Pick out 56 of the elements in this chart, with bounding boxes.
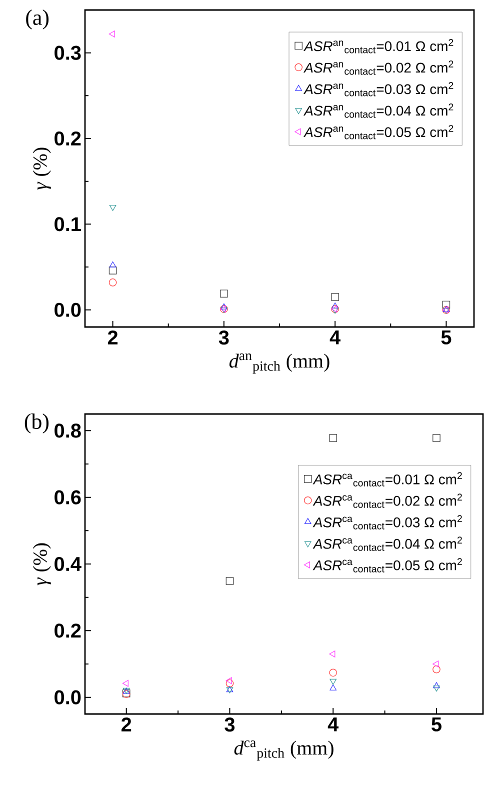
point [331, 293, 339, 301]
legend-label: ASR$^{ca}$$_{contact}$=0.04 Ω cm$^{2}$ [312, 536, 462, 551]
point [226, 677, 232, 684]
point [226, 679, 234, 688]
point [329, 650, 336, 658]
point [432, 434, 440, 442]
legend-label: ASR$^{ca}$$_{contact}$=0.03 Ω cm$^{2}$ [312, 515, 462, 530]
legend-label: ASR$^{ca}$$_{contact}$=0.01 Ω cm$^{2}$ [312, 472, 462, 486]
y-tick-label: 0.0 [54, 690, 81, 704]
x-tick-label: 4 [330, 330, 340, 344]
point [122, 680, 128, 687]
point [108, 278, 117, 286]
x-tick-label: 5 [432, 718, 442, 732]
point [330, 684, 337, 690]
y-tick-label: 0.2 [54, 131, 81, 146]
y-tick-label: 0.8 [54, 424, 81, 438]
legend-label: ASR$^{ca}$$_{contact}$=0.02 Ω cm$^{2}$ [312, 494, 462, 508]
point [433, 686, 440, 692]
point [108, 266, 117, 274]
point [109, 204, 116, 211]
point [329, 434, 337, 442]
point [108, 30, 115, 38]
chart-title: (b) [24, 414, 49, 434]
point [433, 682, 440, 688]
point [332, 308, 338, 314]
y-tick-label: 0.4 [54, 556, 82, 572]
x-tick-label: 4 [328, 718, 339, 732]
y-tick-label: 0.2 [54, 624, 81, 638]
y-axis-title: γ (%) [32, 543, 51, 586]
chart-title: (a) [26, 10, 49, 30]
legend-label: ASR$^{an}$$_{contact}$=0.03 Ω cm$^{2}$ [303, 82, 454, 96]
y-tick-label: 0.6 [54, 490, 81, 504]
x-axis-title: d$^{an}$$_{pitch}$ (mm) [229, 353, 330, 374]
point [432, 660, 439, 668]
legend-label: ASR$^{an}$$_{contact}$=0.02 Ω cm$^{2}$ [303, 60, 454, 75]
point [220, 303, 228, 310]
point [220, 290, 228, 298]
x-tick-label: 3 [224, 718, 235, 732]
y-axis-title: γ (%) [32, 148, 51, 190]
legend-label: ASR$^{ca}$$_{contact}$=0.05 Ω cm$^{2}$ [312, 558, 462, 572]
x-axis-title: d$^{ca}$$_{pitch}$ (mm) [234, 740, 334, 761]
legend-label: ASR$^{an}$$_{contact}$=0.01 Ω cm$^{2}$ [303, 39, 454, 54]
point [432, 665, 440, 674]
x-tick-label: 3 [218, 330, 229, 345]
legend-label: ASR$^{an}$$_{contact}$=0.05 Ω cm$^{2}$ [303, 124, 454, 140]
point [226, 577, 234, 585]
x-tick-label: 2 [108, 330, 118, 344]
point [330, 678, 337, 685]
y-tick-label: 0.1 [54, 217, 81, 232]
y-tick-label: 0.3 [54, 46, 81, 60]
x-tick-label: 5 [441, 330, 452, 344]
point [109, 261, 116, 268]
x-tick-label: 2 [121, 718, 132, 732]
legend-label: ASR$^{an}$$_{contact}$=0.04 Ω cm$^{2}$ [303, 103, 454, 118]
y-tick-label: 0.0 [54, 302, 81, 317]
point [329, 668, 337, 677]
